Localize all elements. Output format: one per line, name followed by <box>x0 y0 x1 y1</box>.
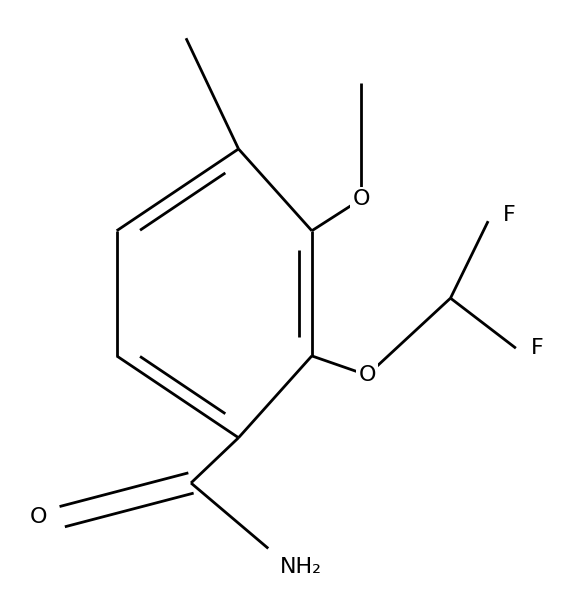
Text: O: O <box>30 507 48 527</box>
Text: O: O <box>359 365 376 385</box>
Text: NH₂: NH₂ <box>280 557 322 577</box>
Text: F: F <box>531 338 543 358</box>
Text: O: O <box>353 189 370 209</box>
Text: F: F <box>502 205 515 225</box>
